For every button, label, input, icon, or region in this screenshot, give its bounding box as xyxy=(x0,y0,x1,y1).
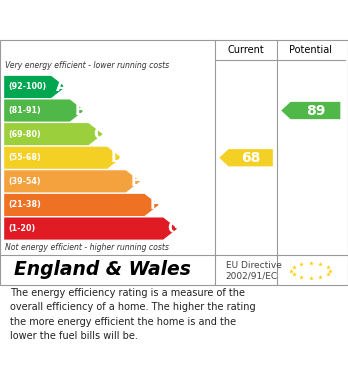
Polygon shape xyxy=(281,102,340,119)
Text: 89: 89 xyxy=(306,104,325,118)
Text: The energy efficiency rating is a measure of the
overall efficiency of a home. T: The energy efficiency rating is a measur… xyxy=(10,288,256,341)
Text: 2002/91/EC: 2002/91/EC xyxy=(226,272,278,281)
Text: England & Wales: England & Wales xyxy=(14,260,191,280)
Text: A: A xyxy=(56,79,67,95)
Text: Current: Current xyxy=(228,45,264,55)
Text: F: F xyxy=(150,197,160,212)
Text: EU Directive: EU Directive xyxy=(226,260,282,269)
Text: B: B xyxy=(74,103,86,118)
Polygon shape xyxy=(4,147,121,169)
Polygon shape xyxy=(4,99,84,122)
Text: 68: 68 xyxy=(241,151,260,165)
Text: Very energy efficient - lower running costs: Very energy efficient - lower running co… xyxy=(5,61,169,70)
Text: (21-38): (21-38) xyxy=(8,201,41,210)
Text: Energy Efficiency Rating: Energy Efficiency Rating xyxy=(12,13,234,27)
Text: (1-20): (1-20) xyxy=(8,224,35,233)
Text: (92-100): (92-100) xyxy=(8,83,47,91)
Text: (55-68): (55-68) xyxy=(8,153,41,162)
Polygon shape xyxy=(4,170,140,192)
Text: (39-54): (39-54) xyxy=(8,177,41,186)
Text: (69-80): (69-80) xyxy=(8,130,41,139)
Polygon shape xyxy=(4,123,103,145)
Text: Not energy efficient - higher running costs: Not energy efficient - higher running co… xyxy=(5,243,169,252)
Polygon shape xyxy=(4,217,177,240)
Text: C: C xyxy=(93,127,104,142)
Text: G: G xyxy=(167,221,180,236)
Text: D: D xyxy=(111,150,124,165)
Polygon shape xyxy=(219,149,273,166)
Polygon shape xyxy=(4,194,159,216)
Polygon shape xyxy=(4,76,65,98)
Text: Potential: Potential xyxy=(289,45,332,55)
Text: (81-91): (81-91) xyxy=(8,106,41,115)
Text: E: E xyxy=(131,174,141,189)
